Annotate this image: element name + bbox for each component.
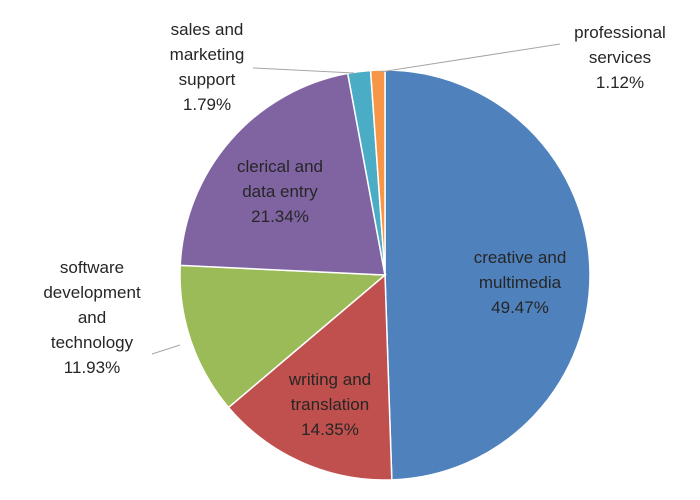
slice-label-line-sales: marketing	[170, 45, 245, 64]
slice-label-line-software: software	[60, 258, 124, 277]
slice-label-line-clerical: clerical and	[237, 157, 323, 176]
labels-layer: creative and multimedia 49.47% writing and t…	[43, 20, 666, 439]
slice-label-writing: writing and translation 14.35%	[288, 370, 371, 439]
slice-label-line-sales: sales and	[171, 20, 244, 39]
slice-label-creative: creative and multimedia 49.47%	[474, 248, 567, 317]
slice-label-software: software development and technology 11.93%	[43, 258, 141, 377]
slice-label-line-writing: translation	[291, 395, 369, 414]
slice-label-line-sales: support	[179, 70, 236, 89]
pie-slice-clerical	[179, 72, 386, 276]
slice-label-line-professional: services	[589, 48, 651, 67]
pie-slice-writing	[227, 273, 393, 481]
slice-value-clerical: 21.34%	[251, 207, 309, 226]
leader-lines-layer	[151, 43, 561, 355]
slice-label-clerical: clerical and data entry 21.34%	[237, 157, 323, 226]
slice-label-line-writing: writing and	[288, 370, 371, 389]
leader-line-professional	[379, 43, 561, 73]
slice-label-line-creative: creative and	[474, 248, 567, 267]
slice-label-line-clerical: data entry	[242, 182, 318, 201]
slice-label-professional: professional services 1.12%	[574, 23, 666, 92]
slice-value-writing: 14.35%	[301, 420, 359, 439]
slice-value-creative: 49.47%	[491, 298, 549, 317]
slice-label-line-software: technology	[51, 333, 134, 352]
leader-line-software	[151, 344, 181, 355]
leader-line-sales	[252, 67, 355, 74]
slice-label-line-creative: multimedia	[479, 273, 562, 292]
slice-label-line-software: development	[43, 283, 141, 302]
slice-value-sales: 1.79%	[183, 95, 231, 114]
slice-label-sales: sales and marketing support 1.79%	[170, 20, 245, 114]
pie-slice-creative	[384, 69, 591, 481]
slice-value-software: 11.93%	[64, 358, 120, 377]
pie-slice-professional	[369, 69, 386, 276]
pie-slice-software	[179, 264, 387, 409]
slice-label-line-professional: professional	[574, 23, 666, 42]
slice-label-line-software: and	[78, 308, 106, 327]
slice-value-professional: 1.12%	[596, 73, 644, 92]
slices-layer	[179, 69, 591, 481]
